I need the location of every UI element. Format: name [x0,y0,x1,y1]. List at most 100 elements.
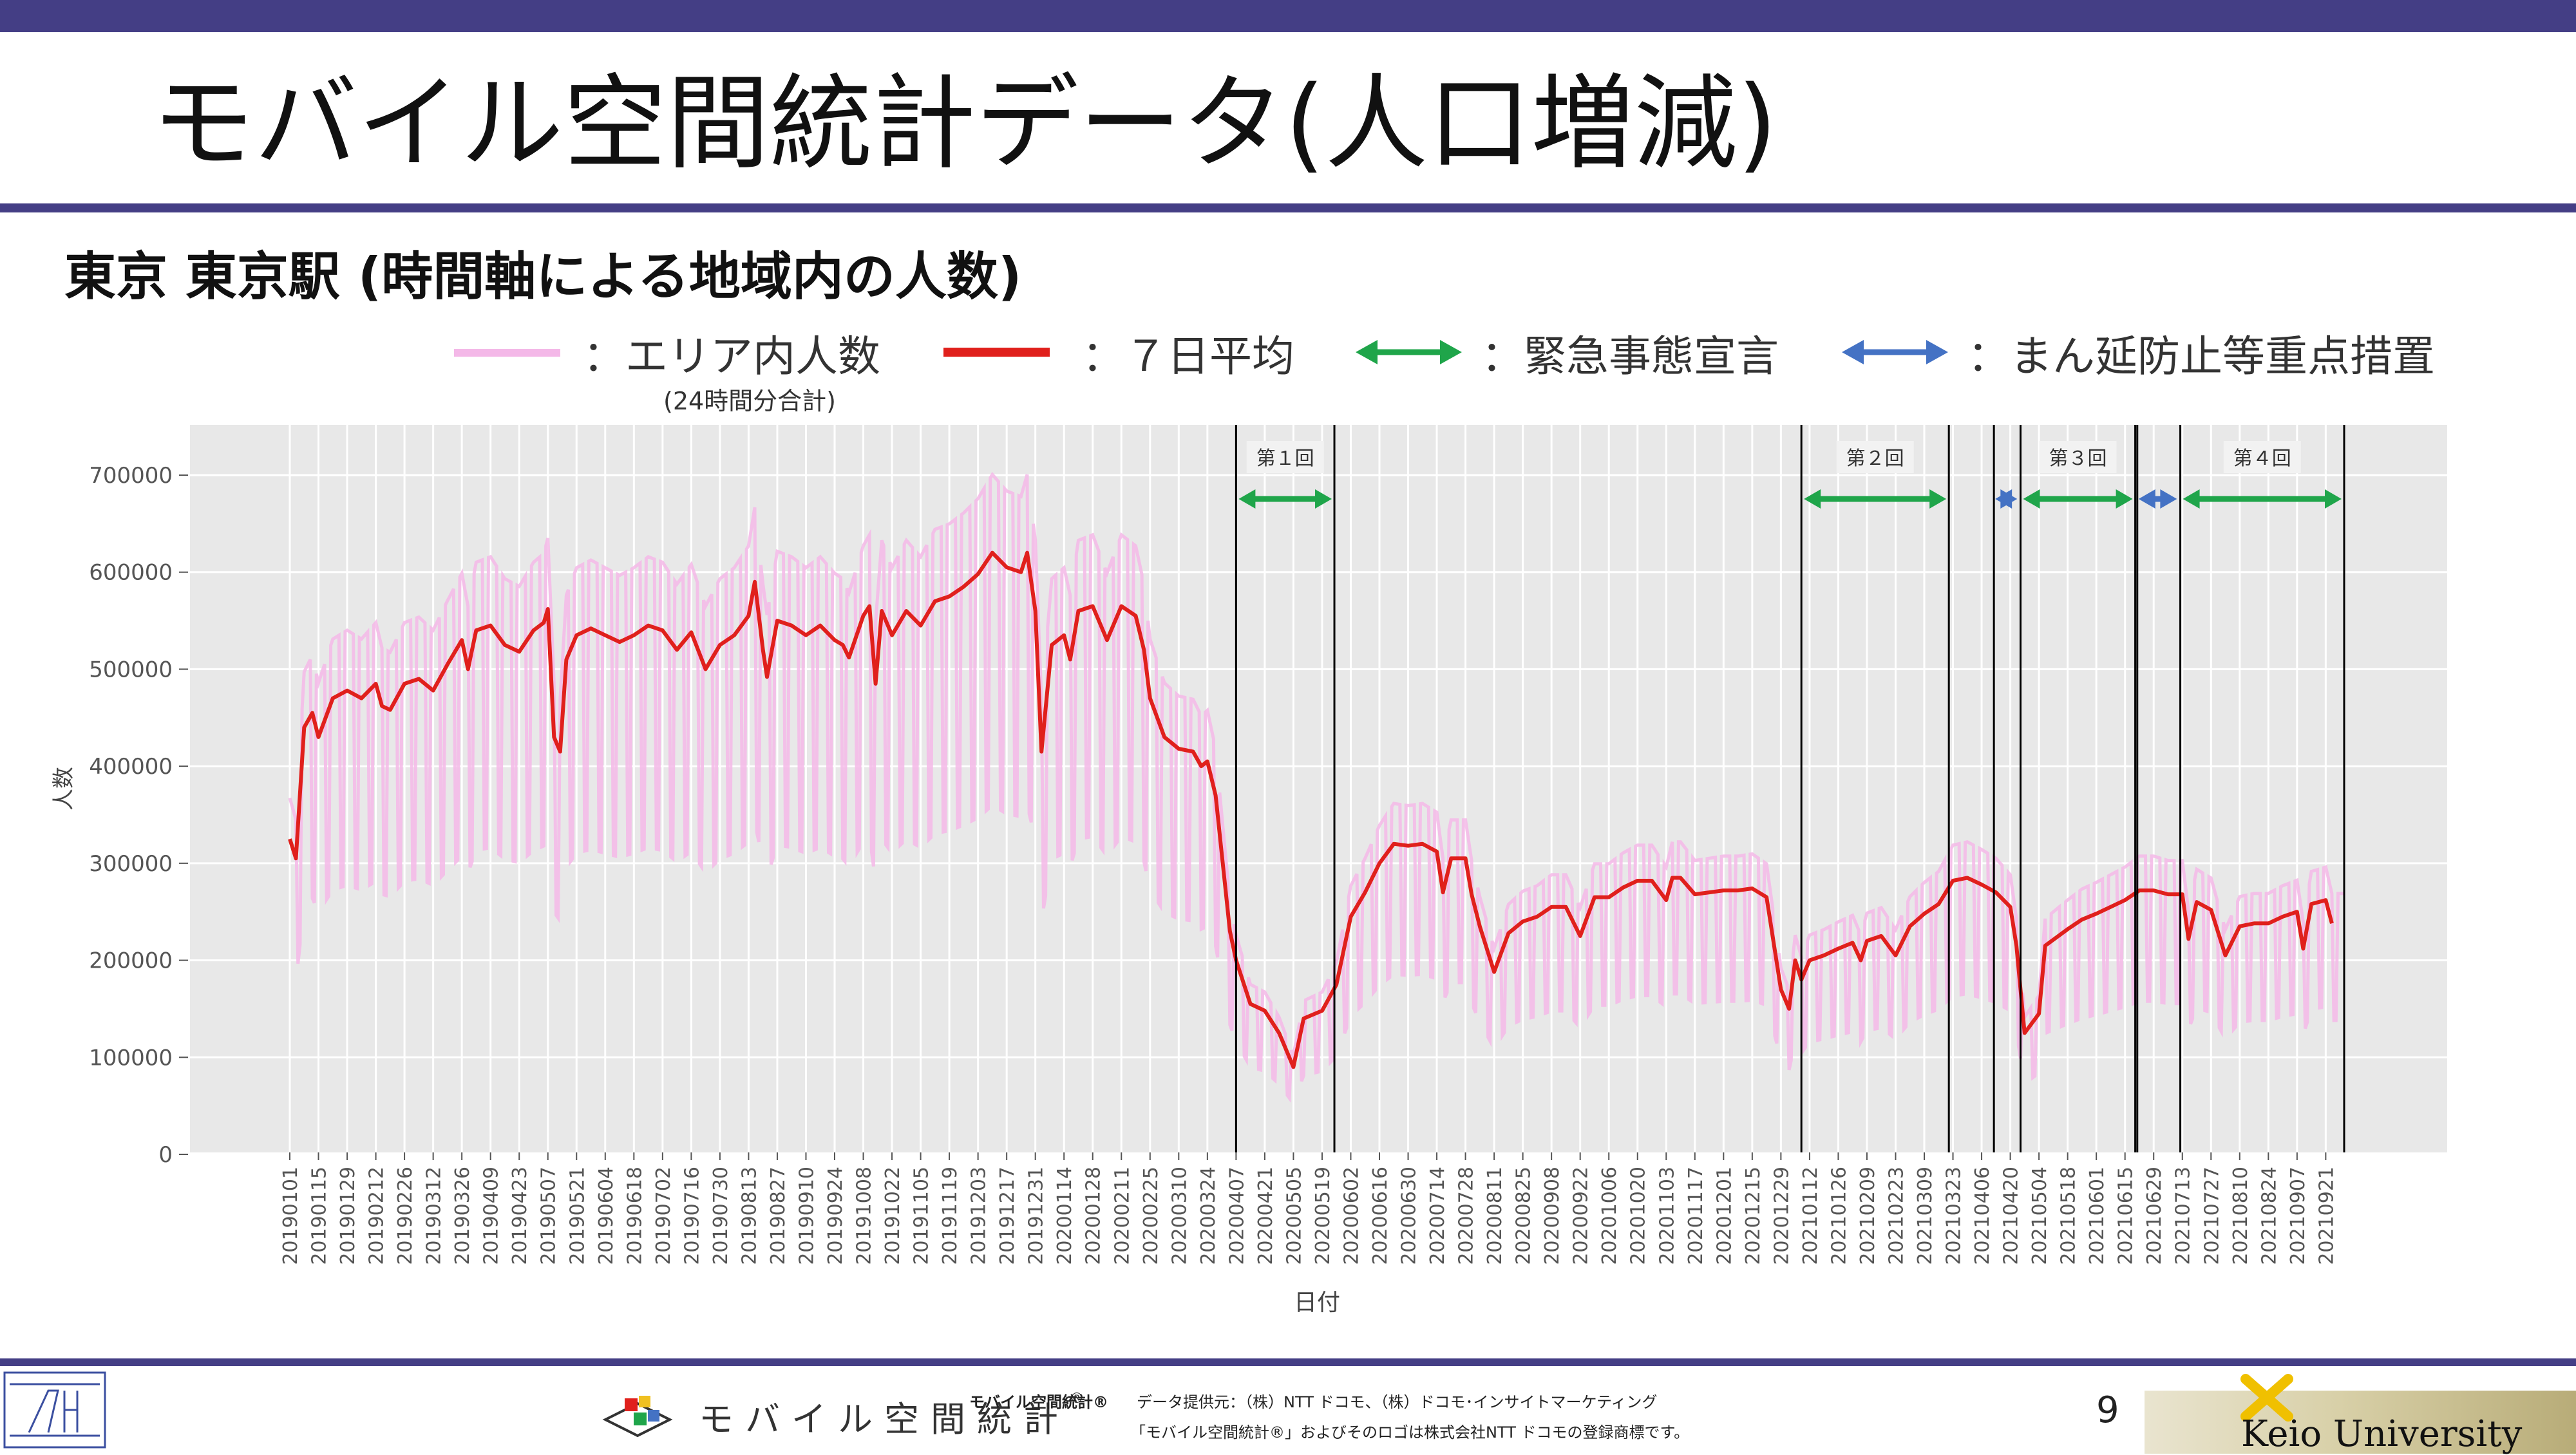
slide-title: モバイル空間統計データ(人口増減) [151,63,1777,183]
x-tick-label: 20210907 [2287,1167,2309,1265]
period-label-box [1246,441,1324,473]
x-tick-label: 20200602 [1340,1167,1363,1265]
priority-period-arrow [2138,489,2177,509]
keio-pen-icon [2240,1374,2293,1422]
period-label-box [1836,441,1914,473]
x-tick-label: 20190326 [451,1167,474,1265]
y-axis-label: 人数 [51,767,77,811]
x-tick-label: 20190618 [623,1167,646,1265]
period-markers: 第１回 第２回 第３回 第４回 [1235,425,2345,1152]
x-tick-label: 20200811 [1484,1167,1506,1265]
x-tick-label: 20210810 [2230,1167,2252,1265]
emergency-period-label: 第３回 [2049,447,2107,470]
x-tick-label: 20201117 [1685,1167,1707,1265]
y-tick-label: 700000 [89,463,173,489]
emergency-period-arrow [2183,489,2342,509]
x-tick-label: 20200225 [1140,1167,1162,1265]
x-tick-label: 20190101 [279,1167,302,1265]
emergency-period-arrow [1238,489,1332,509]
x-tick-label: 20210126 [1828,1167,1850,1265]
x-tick-label: 20210601 [2086,1167,2108,1265]
x-tick-label: 20190226 [394,1167,417,1265]
emergency-period-label: 第４回 [2233,447,2291,470]
area-population-series [288,471,2344,1103]
legend-area-label: ：エリア内人数 [583,332,880,381]
x-tick-label: 20210629 [2143,1167,2166,1265]
x-tick-label: 20200211 [1111,1167,1133,1265]
footer-brand-small: モバイル空間統計® [969,1393,1108,1411]
x-tick-label: 20191217 [996,1167,1019,1265]
x-axis-label: 日付 [1294,1290,1340,1316]
x-tick-label: 20200616 [1369,1167,1392,1265]
x-tick-label: 20191203 [968,1167,990,1265]
x-tick-label: 20210713 [2172,1167,2195,1265]
footer-brand-mark: ® [1070,1391,1084,1407]
x-tick-label: 20210309 [1914,1167,1937,1265]
x-tick-label: 20201215 [1742,1167,1765,1265]
x-tick-label: 20191008 [853,1167,876,1265]
legend-emergency-arrow [1356,340,1462,364]
x-tick-label: 20190604 [595,1167,618,1265]
emergency-period-label: 第２回 [1846,447,1904,470]
legend-area-sublabel: (24時間分合計) [663,387,837,415]
x-tick-label: 20190910 [795,1167,818,1265]
x-tick-label: 20191119 [939,1167,961,1265]
lab-logo [3,1371,106,1449]
title-divider [0,203,2576,212]
x-tick-label: 20201006 [1598,1167,1621,1265]
emergency-period-arrow [1804,489,1947,509]
x-tick-label: 20210518 [2058,1167,2080,1265]
x-tick-label: 20191105 [911,1167,933,1265]
x-tick-label: 20190521 [566,1167,589,1265]
legend-emergency-label: ：緊急事態宣言 [1481,332,1779,381]
mobile-spatial-statistics-logo [599,1384,947,1442]
seven-day-average-series [288,550,2334,1069]
x-tick-label: 20200421 [1255,1167,1277,1265]
footer-provider: データ提供元：（株）NTT ドコモ、（株）ドコモ･インサイトマーケティング [1137,1393,1658,1411]
x-tick-label: 20190212 [366,1167,388,1265]
chart-subtitle: 東京 東京駅 (時間軸による地域内の人数) [64,247,1022,306]
x-tick-label: 20191231 [1025,1167,1048,1265]
x-tick-label: 20190312 [423,1167,446,1265]
priority-period-arrow [1995,489,2018,509]
y-tick-label: 300000 [89,851,173,877]
x-tick-label: 20200505 [1283,1167,1305,1265]
x-tick-label: 20210727 [2201,1167,2223,1265]
x-tick-label: 20190702 [652,1167,675,1265]
emergency-period-arrow [2023,489,2133,509]
x-tick-label: 20191022 [882,1167,904,1265]
footer-brand-text: モバイル空間統計® [699,1391,1084,1441]
x-tick-label: 20200114 [1054,1167,1076,1265]
legend-area-swatch [454,349,560,357]
x-axis: 20190101 20190115 20190129 20190212 20190226… [279,1152,2338,1265]
x-tick-label: 20200714 [1426,1167,1449,1265]
population-chart: 第１回 第２回 第３回 第４回 0 100000 200000 300000 400000 50… [51,425,2447,1316]
legend-avg-label: ：７日平均 [1082,332,1294,381]
x-tick-label: 20201229 [1770,1167,1793,1265]
y-tick-label: 600000 [89,560,173,586]
x-tick-label: 20200407 [1226,1167,1248,1265]
x-tick-label: 20210223 [1885,1167,1908,1265]
legend-priority-arrow [1842,340,1948,364]
footer-divider [0,1358,2576,1366]
x-tick-label: 20190115 [308,1167,331,1265]
x-tick-label: 20210921 [2315,1167,2338,1265]
x-tick-label: 20200310 [1168,1167,1191,1265]
y-tick-label: 0 [158,1142,173,1168]
page-number: 9 [2096,1389,2119,1431]
y-axis: 0 100000 200000 300000 400000 500000 600000 700… [89,463,188,1168]
x-tick-label: 20190827 [767,1167,790,1265]
grid-lines [190,425,2447,1156]
y-tick-label: 200000 [89,948,173,974]
x-tick-label: 20190813 [738,1167,761,1265]
keio-university-text: Keio University [2241,1413,2523,1455]
y-tick-label: 500000 [89,657,173,682]
seven-day-average-line [288,550,2334,1069]
x-tick-label: 20210615 [2115,1167,2137,1265]
x-tick-label: 20200630 [1398,1167,1421,1265]
x-tick-label: 20190716 [681,1167,703,1265]
y-tick-label: 400000 [89,754,173,780]
x-tick-label: 20200128 [1083,1167,1105,1265]
x-tick-label: 20210420 [2000,1167,2023,1265]
y-tick-label: 100000 [89,1045,173,1071]
